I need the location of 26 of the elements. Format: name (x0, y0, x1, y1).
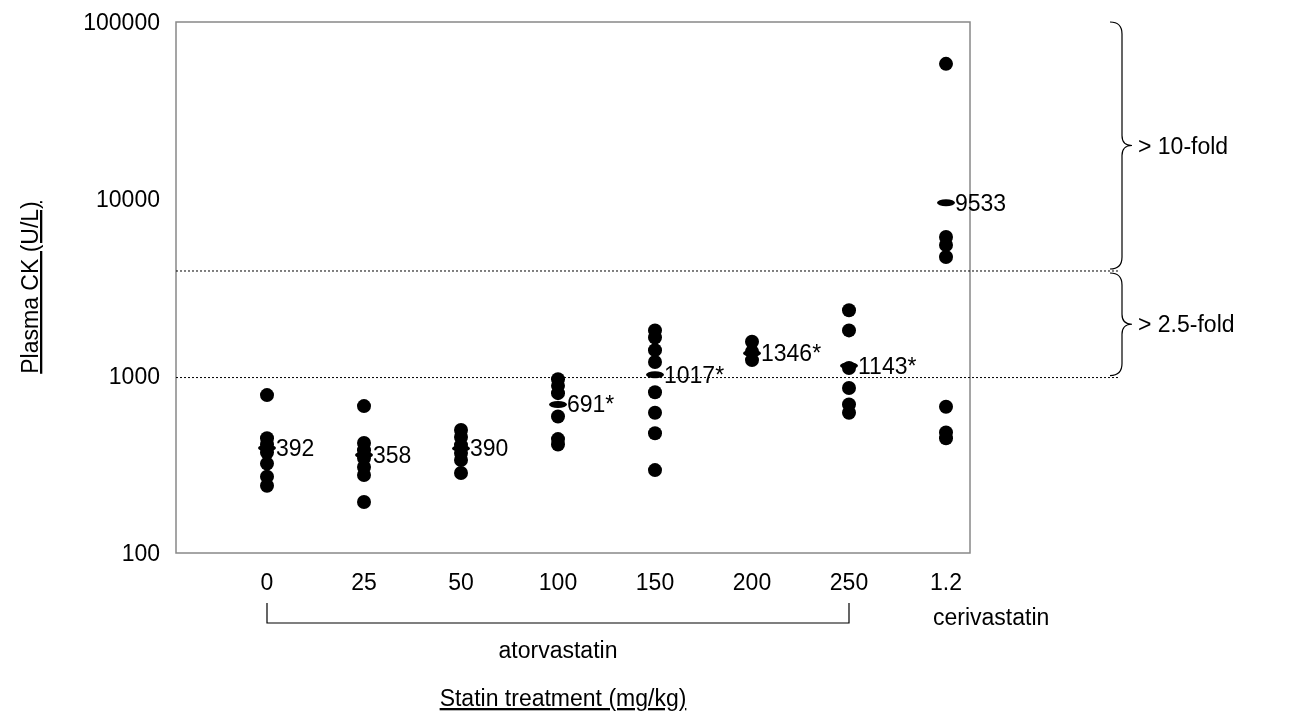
x-tick-label: 150 (635, 569, 675, 595)
data-label: 691* (567, 391, 615, 418)
y-tick-label: 10000 (96, 186, 160, 213)
x-tick-label: 0 (260, 569, 274, 595)
data-label: 9533 (955, 189, 1007, 216)
y-tick-label: 1000 (108, 363, 160, 390)
text: > 2.5-fold (1138, 311, 1235, 338)
data-label: 1143* (858, 352, 917, 379)
x-tick-label: 100 (538, 569, 578, 595)
y-tick-label: 100000 (83, 9, 160, 36)
x-tick-label: 25 (351, 569, 377, 595)
x-axis-title: Statin treatment (mg/kg) (439, 685, 687, 711)
data-label: 390 (470, 435, 509, 462)
y-axis-title: Plasma CK (U/L) (17, 201, 43, 374)
y-tick-label: 100 (121, 540, 160, 567)
data-label: 392 (276, 434, 315, 461)
x-tick-label: 1.2 (930, 569, 962, 595)
x-tick-label: 200 (732, 569, 772, 595)
data-label: 1017* (664, 361, 725, 388)
x-tick-label: 250 (829, 569, 869, 595)
x-tick-label: 50 (448, 569, 474, 595)
text: atorvastatin (498, 637, 618, 663)
data-label: 1346* (761, 340, 822, 367)
data-label: 358 (373, 441, 412, 468)
text: cerivastatin (933, 604, 1050, 630)
text: > 10-fold (1138, 133, 1229, 160)
